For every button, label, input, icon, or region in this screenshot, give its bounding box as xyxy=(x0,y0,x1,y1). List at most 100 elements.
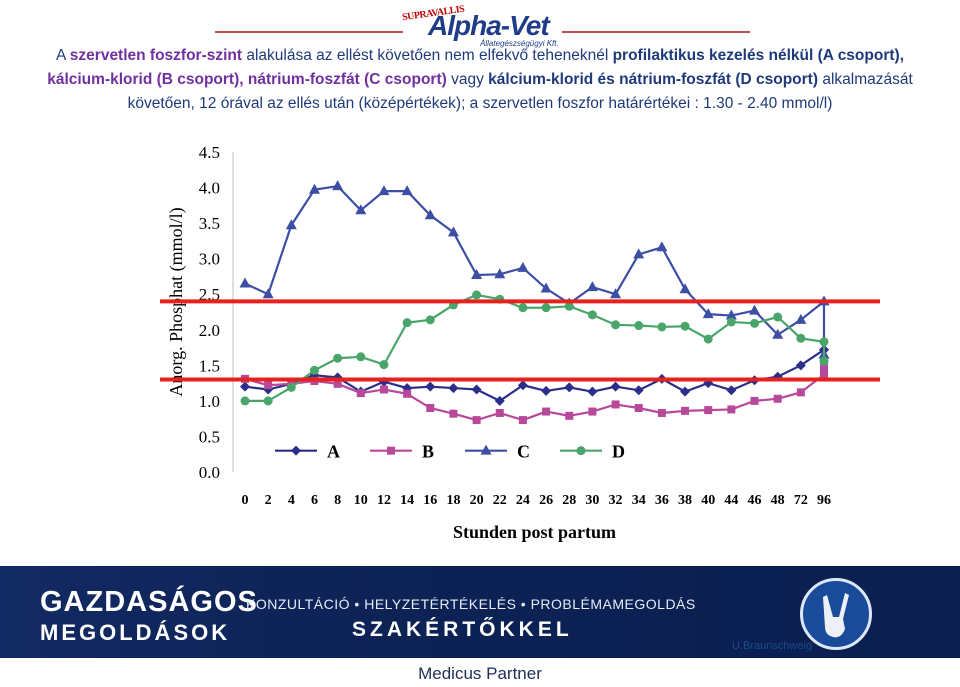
data-point-B xyxy=(657,408,666,417)
legend-marker-B xyxy=(387,446,395,455)
data-point-D xyxy=(773,312,783,322)
x-tick-label: 46 xyxy=(748,493,762,508)
banner-title-2: MEGOLDÁSOK xyxy=(40,620,231,645)
legend-label-A: A xyxy=(327,442,340,462)
x-tick-label: 32 xyxy=(609,493,623,508)
data-point-A xyxy=(494,395,505,406)
x-tick-label: 18 xyxy=(446,493,460,508)
data-point-D xyxy=(611,320,621,330)
data-point-A xyxy=(541,385,552,396)
data-point-B xyxy=(611,400,620,409)
x-tick-label: 24 xyxy=(516,493,530,508)
data-point-B xyxy=(518,416,527,425)
legend-marker-C xyxy=(480,444,492,455)
legend-marker-D xyxy=(576,446,586,456)
image-credit: U.Braunschweig xyxy=(732,640,813,652)
data-point-C xyxy=(540,282,552,293)
x-tick-label: 12 xyxy=(377,493,391,508)
data-point-D xyxy=(333,353,343,363)
caption-part: vagy xyxy=(446,71,489,88)
series-line-C xyxy=(244,184,826,355)
x-tick-label: 2 xyxy=(265,493,272,508)
data-point-D xyxy=(518,303,528,313)
x-tick-label: 72 xyxy=(794,493,808,508)
data-point-D xyxy=(657,322,667,332)
data-point-B xyxy=(773,394,782,403)
data-point-D xyxy=(819,356,829,366)
data-point-C xyxy=(424,209,436,220)
data-point-C xyxy=(725,309,737,320)
data-point-C xyxy=(332,180,344,191)
data-point-C xyxy=(749,304,761,315)
victory-hand-icon xyxy=(800,578,872,650)
data-point-C xyxy=(679,283,691,294)
data-point-B xyxy=(681,406,690,415)
data-point-C xyxy=(447,226,459,237)
x-tick-label: 38 xyxy=(678,493,692,508)
x-axis-title: Stunden post partum xyxy=(453,522,616,542)
x-tick-label: 0 xyxy=(242,493,249,508)
data-point-D xyxy=(240,396,250,406)
y-tick-label: 0.0 xyxy=(199,463,220,482)
x-tick-label: 30 xyxy=(585,493,599,508)
data-point-B xyxy=(820,370,828,379)
y-tick-label: 2.0 xyxy=(199,321,220,340)
data-point-D xyxy=(541,303,551,313)
caption-part: nátrium-foszfát (C csoport) xyxy=(247,71,447,88)
data-point-D xyxy=(634,321,644,331)
banner-title-1: GAZDASÁGOS xyxy=(40,586,258,618)
alpha-vet-logo: SUPRAVALLIS Alpha-Vet Állategészségügyi … xyxy=(402,4,562,50)
data-point-B xyxy=(356,389,365,398)
data-point-C xyxy=(586,281,598,292)
data-point-A xyxy=(425,381,436,392)
data-point-D xyxy=(472,290,482,300)
y-tick-label: 1.5 xyxy=(199,356,220,375)
data-point-A xyxy=(772,371,783,382)
data-point-D xyxy=(726,317,736,327)
x-tick-label: 14 xyxy=(400,493,414,508)
data-point-D xyxy=(286,382,296,392)
data-point-D xyxy=(402,318,412,328)
caption-part: alkalmazását követően, 12 órával az ellé… xyxy=(127,71,913,112)
data-point-B xyxy=(495,408,504,417)
data-point-D xyxy=(750,318,760,328)
series-line-A xyxy=(244,348,825,403)
banner-experts: SZAKÉRTŐKKEL xyxy=(352,618,573,641)
data-point-D xyxy=(425,315,435,325)
x-tick-label: 96 xyxy=(817,493,831,508)
y-tick-label: 4.5 xyxy=(199,143,220,162)
phosphate-line-chart: 0.00.51.01.52.02.53.03.54.04.50 2 4 6 8 10 12 1… xyxy=(160,143,880,542)
data-point-D xyxy=(309,365,319,375)
logo-sub-text: Állategészségügyi Kft. xyxy=(480,39,559,48)
data-point-C xyxy=(308,183,320,194)
data-point-A xyxy=(564,382,575,393)
x-tick-label: 34 xyxy=(632,493,646,508)
data-point-D xyxy=(680,321,690,331)
caption-part: kálcium-klorid és nátrium-foszfát (D cso… xyxy=(488,71,819,88)
data-point-C xyxy=(239,277,251,288)
caption-part: profilaktikus kezelés nélkül (A csoport)… xyxy=(612,47,904,64)
data-point-B xyxy=(264,381,273,390)
x-tick-label: 20 xyxy=(470,493,484,508)
x-tick-label: 6 xyxy=(311,493,318,508)
data-point-B xyxy=(704,406,713,415)
data-point-A xyxy=(795,360,806,371)
data-point-B xyxy=(727,405,736,414)
header-rule-right xyxy=(562,31,750,33)
data-point-B xyxy=(820,363,828,372)
data-point-C xyxy=(633,248,645,259)
x-tick-label: 26 xyxy=(539,493,553,508)
data-point-A xyxy=(471,384,482,395)
x-tick-label: 40 xyxy=(701,493,715,508)
data-point-C xyxy=(355,204,367,215)
caption-part: kálcium-klorid (B csoport), xyxy=(47,71,248,88)
data-point-A xyxy=(240,381,250,392)
data-point-C xyxy=(795,313,807,324)
data-point-C xyxy=(517,261,529,272)
data-point-A xyxy=(610,381,621,392)
data-point-D xyxy=(263,396,273,406)
data-point-A xyxy=(448,383,459,394)
banner-services: KONZULTÁCIÓ • HELYZETÉRTÉKELÉS • PROBLÉM… xyxy=(246,596,696,612)
data-point-B xyxy=(542,407,551,416)
data-point-C xyxy=(401,185,413,196)
